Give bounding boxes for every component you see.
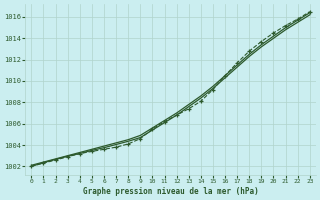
- X-axis label: Graphe pression niveau de la mer (hPa): Graphe pression niveau de la mer (hPa): [83, 187, 259, 196]
